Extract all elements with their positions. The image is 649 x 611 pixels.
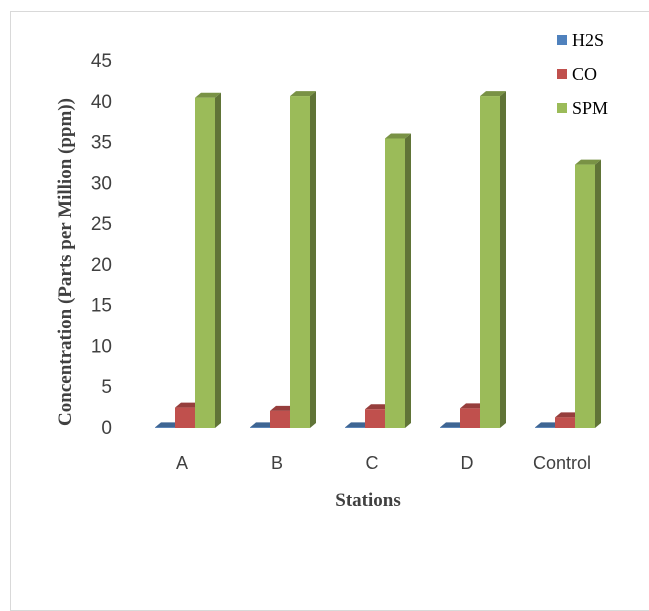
y-axis-title: Concentration (Parts per Million (ppm)) (55, 98, 76, 426)
bars (155, 91, 601, 429)
bar-spm-control (575, 159, 601, 428)
y-tick-label: 30 (91, 173, 112, 194)
bar-spm-a (195, 92, 221, 428)
y-tick-label: 15 (91, 296, 112, 317)
y-tick-label: 20 (91, 255, 112, 276)
legend-label: SPM (572, 98, 608, 118)
y-tick-label: 45 (91, 51, 112, 72)
x-category-label: Control (533, 453, 591, 473)
y-axis-ticks: 0 5 10 15 20 25 30 35 40 45 (91, 51, 112, 439)
legend-swatch (557, 35, 567, 45)
legend-item-h2s: H2S (557, 30, 604, 50)
y-tick-label: 35 (91, 133, 112, 154)
x-axis-categories: A B C D Control (176, 453, 591, 473)
legend-label: CO (572, 64, 597, 84)
bar-spm-c (385, 133, 411, 428)
legend-item-spm: SPM (557, 98, 608, 118)
chart-frame (10, 11, 649, 611)
bar-spm-d (480, 91, 506, 429)
legend-swatch (557, 69, 567, 79)
y-tick-label: 0 (101, 418, 112, 439)
legend-item-co: CO (557, 64, 597, 84)
x-category-label: C (366, 453, 379, 473)
x-axis-title: Stations (335, 490, 400, 511)
legend: H2S CO SPM (557, 30, 608, 118)
y-tick-label: 25 (91, 214, 112, 235)
y-tick-label: 40 (91, 92, 112, 113)
y-tick-label: 5 (101, 377, 112, 398)
bar-spm-b (290, 91, 316, 429)
legend-swatch (557, 103, 567, 113)
legend-label: H2S (572, 30, 604, 50)
x-category-label: D (461, 453, 474, 473)
x-category-label: A (176, 453, 188, 473)
x-category-label: B (271, 453, 283, 473)
y-tick-label: 10 (91, 336, 112, 357)
